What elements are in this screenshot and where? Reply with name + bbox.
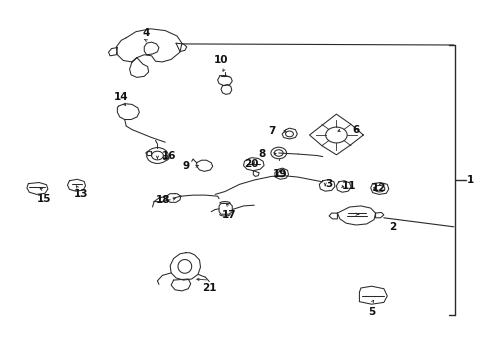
Text: 15: 15 [37,194,51,204]
Text: 10: 10 [213,55,228,65]
Text: 1: 1 [466,175,473,185]
Text: 19: 19 [272,168,286,179]
Text: 21: 21 [202,283,216,293]
Text: 20: 20 [244,159,259,169]
Text: 17: 17 [221,210,236,220]
Text: 5: 5 [367,307,374,317]
Text: 7: 7 [267,126,275,136]
Text: 2: 2 [388,222,395,232]
Text: 13: 13 [73,189,88,199]
Text: 8: 8 [258,149,265,159]
Text: 4: 4 [142,28,149,38]
Text: 14: 14 [114,91,128,102]
Text: 3: 3 [325,179,332,189]
Text: 9: 9 [182,161,189,171]
Text: 6: 6 [351,125,359,135]
Text: 18: 18 [155,195,170,205]
Text: 12: 12 [371,183,386,193]
Text: 11: 11 [341,181,355,192]
Text: 16: 16 [161,150,176,161]
